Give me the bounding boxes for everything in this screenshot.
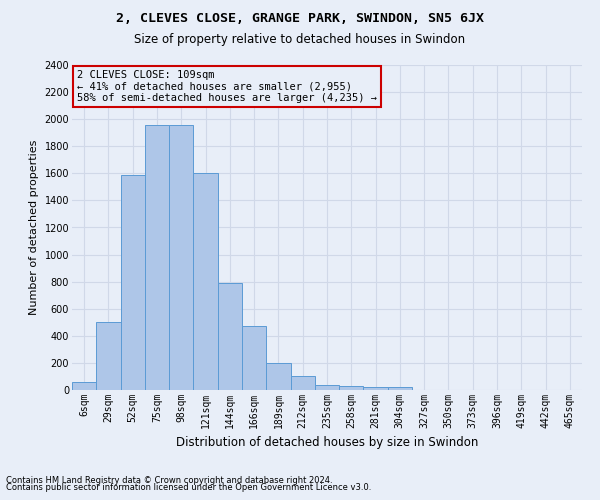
Bar <box>290 376 315 390</box>
Bar <box>339 386 364 390</box>
X-axis label: Distribution of detached houses by size in Swindon: Distribution of detached houses by size … <box>176 436 478 450</box>
Text: Size of property relative to detached houses in Swindon: Size of property relative to detached ho… <box>134 32 466 46</box>
Bar <box>242 326 266 390</box>
Text: Contains public sector information licensed under the Open Government Licence v3: Contains public sector information licen… <box>6 484 371 492</box>
Bar <box>364 386 388 390</box>
Bar <box>315 386 339 390</box>
Text: Contains HM Land Registry data © Crown copyright and database right 2024.: Contains HM Land Registry data © Crown c… <box>6 476 332 485</box>
Bar <box>266 363 290 390</box>
Bar <box>388 388 412 390</box>
Bar <box>121 174 145 390</box>
Bar <box>145 124 169 390</box>
Bar <box>169 124 193 390</box>
Text: 2 CLEVES CLOSE: 109sqm
← 41% of detached houses are smaller (2,955)
58% of semi-: 2 CLEVES CLOSE: 109sqm ← 41% of detached… <box>77 70 377 103</box>
Bar <box>72 382 96 390</box>
Bar <box>96 322 121 390</box>
Bar <box>193 174 218 390</box>
Y-axis label: Number of detached properties: Number of detached properties <box>29 140 39 315</box>
Text: 2, CLEVES CLOSE, GRANGE PARK, SWINDON, SN5 6JX: 2, CLEVES CLOSE, GRANGE PARK, SWINDON, S… <box>116 12 484 26</box>
Bar <box>218 283 242 390</box>
